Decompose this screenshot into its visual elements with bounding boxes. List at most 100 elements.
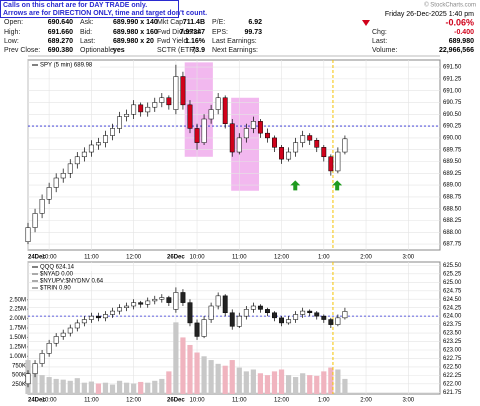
y-tick-label: 690.75 <box>443 100 462 106</box>
volume-bar <box>60 379 66 394</box>
volume-bar <box>314 375 320 394</box>
note-box <box>0 0 179 18</box>
stat-value: 22,966,566 <box>439 47 474 54</box>
x-tick-label: 3:00 <box>402 398 414 404</box>
quote-label: Open: <box>4 19 23 26</box>
y-tick-label: 624.00 <box>443 314 462 320</box>
stat-value: -0.400 <box>454 29 474 36</box>
candle-body <box>286 319 292 324</box>
volume-bar <box>187 344 193 394</box>
x-tick-label: 24Dec <box>28 255 46 261</box>
candle-body <box>46 342 52 354</box>
candle-body <box>342 311 348 319</box>
volume-tick-label: 2.50M <box>9 297 26 303</box>
y-tick-label: 691.50 <box>443 65 462 71</box>
candle-body <box>272 137 277 148</box>
volume-bar <box>81 382 87 394</box>
candle-body <box>117 307 123 312</box>
candle-body <box>208 109 214 120</box>
quote-label: Low: <box>4 38 19 45</box>
stat-label: Last: <box>372 38 387 45</box>
stat-label: Volume: <box>372 47 397 54</box>
candle-body <box>194 322 200 337</box>
chart-legend: SPY (5 min) 689.98 <box>40 63 93 69</box>
candle-body <box>328 319 334 325</box>
y-tick-label: 625.25 <box>443 271 462 277</box>
volume-tick-label: 1.25M <box>9 344 26 350</box>
volume-tick-label: 500K <box>12 373 26 379</box>
volume-bar <box>264 375 271 394</box>
candle-body <box>201 118 207 143</box>
candle-body <box>32 363 38 374</box>
quote-label: SCTR (ETF): <box>157 47 198 54</box>
candle-body <box>60 173 66 179</box>
y-tick-label: 625.50 <box>443 263 462 269</box>
quote-label: Last Earnings: <box>212 38 257 45</box>
candle-body <box>279 317 284 324</box>
volume-bar <box>173 322 179 394</box>
candle-body <box>74 322 80 329</box>
quote-label: Next Earnings: <box>212 47 258 54</box>
candle-body <box>131 104 137 115</box>
volume-tick-label: 1.75M <box>9 326 26 332</box>
candle-body <box>215 97 221 110</box>
candle-body <box>194 128 200 143</box>
x-tick-label: 10:00 <box>190 398 206 404</box>
candle-body <box>293 314 299 320</box>
volume-bar <box>278 369 285 394</box>
y-tick-label: 625.00 <box>443 280 462 286</box>
x-tick-label: 10:00 <box>42 255 58 261</box>
y-tick-label: 691.25 <box>443 76 462 82</box>
candle-body <box>257 121 263 134</box>
y-tick-label: 624.25 <box>443 305 462 311</box>
candle-body <box>159 297 165 300</box>
candle-body <box>159 97 165 103</box>
candle-body <box>117 116 123 129</box>
candle-body <box>222 97 228 124</box>
x-tick-label: 11:00 <box>84 255 99 261</box>
candle-body <box>208 305 214 320</box>
x-tick-label: 3:00 <box>402 255 414 261</box>
candle-body <box>257 305 263 310</box>
quote-value: 1.16% <box>185 38 206 45</box>
quote-value: 690.640 <box>48 19 73 26</box>
quote-value: 690.380 <box>48 47 73 54</box>
candle-body <box>60 332 66 337</box>
volume-bar <box>285 375 292 394</box>
volume-tick-label: 2.25M <box>9 307 26 313</box>
quote-label: Mkt Cap: <box>157 19 185 26</box>
candle-body <box>88 144 94 153</box>
candle-body <box>95 142 101 146</box>
candle-body <box>321 315 327 320</box>
x-tick-label: 24Dec <box>28 398 46 404</box>
copyright: © StockCharts.com <box>424 2 476 9</box>
quote-label: P/E: <box>212 19 225 26</box>
candle-body <box>328 156 334 172</box>
candle-body <box>39 199 45 214</box>
y-tick-label: 689.00 <box>443 183 462 189</box>
volume-bar <box>180 337 186 394</box>
y-tick-label: 690.25 <box>443 124 462 130</box>
y-tick-label: 622.00 <box>443 381 462 387</box>
volume-bar <box>335 369 341 394</box>
quote-label: Fwd Dividend: <box>157 29 201 36</box>
volume-bar <box>250 369 256 394</box>
y-tick-label: 624.75 <box>443 288 462 294</box>
y-tick-label: 689.50 <box>443 159 462 165</box>
candle-body <box>250 305 256 310</box>
candle-body <box>314 312 320 317</box>
candle-body <box>145 300 151 305</box>
candle-body <box>67 163 73 174</box>
candle-body <box>335 317 341 325</box>
y-tick-label: 689.25 <box>443 171 462 177</box>
candle-body <box>250 121 256 129</box>
candle-body <box>46 187 52 200</box>
volume-bar <box>152 380 158 394</box>
candle-body <box>110 310 115 315</box>
volume-bar <box>74 378 80 394</box>
x-tick-label: 12:00 <box>126 255 142 261</box>
candle-body <box>229 312 235 327</box>
quote-label: Fwd Yield: <box>157 38 189 45</box>
candle-body <box>222 295 228 314</box>
y-tick-label: 688.25 <box>443 218 462 224</box>
